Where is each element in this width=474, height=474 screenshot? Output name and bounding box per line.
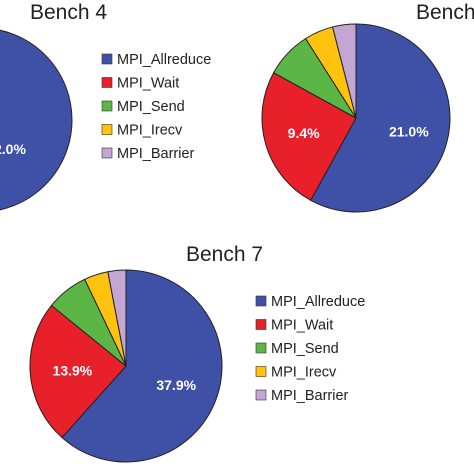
legend-label-mpi-irecv: MPI_Irecv bbox=[271, 365, 337, 381]
legend-label-mpi-send: MPI_Send bbox=[271, 341, 339, 357]
legend-swatch-mpi-allreduce bbox=[101, 53, 113, 65]
legend-swatch-mpi-irecv bbox=[255, 366, 267, 377]
pie-chart: 21.0% 9.4% bbox=[261, 23, 451, 213]
legend-swatch-mpi-send bbox=[255, 342, 267, 354]
legend-swatch-mpi-wait bbox=[101, 77, 113, 88]
legend-label-mpi-allreduce: MPI_Allreduce bbox=[117, 52, 211, 68]
pie-slice-mpi-wait bbox=[261, 72, 357, 202]
legend-swatch-mpi-barrier bbox=[101, 147, 113, 159]
pie-slice-mpi-allreduce bbox=[310, 23, 451, 213]
pie-slice-mpi-wait bbox=[29, 304, 127, 439]
slice-label: 9.4% bbox=[288, 125, 320, 141]
legend-swatch-mpi-send bbox=[101, 100, 113, 112]
legend: MPI_Allreduce MPI_Wait MPI_Send MPI_Irecv MP… bbox=[255, 294, 365, 404]
pie-slice-mpi-barrier bbox=[332, 23, 357, 119]
legend-label-mpi-allreduce: MPI_Allreduce bbox=[271, 294, 365, 310]
legend-label-mpi-send: MPI_Send bbox=[117, 99, 185, 115]
legend-label-mpi-irecv: MPI_Irecv bbox=[117, 123, 183, 139]
legend: MPI_Allreduce MPI_Wait MPI_Send MPI_Irecv MP… bbox=[101, 52, 211, 162]
legend-swatch-mpi-barrier bbox=[255, 389, 267, 401]
pie-slice-mpi-barrier bbox=[107, 269, 127, 367]
legend-swatch-mpi-wait bbox=[255, 319, 267, 330]
chart-title: Bench 4 bbox=[30, 1, 107, 24]
chart-bench-4: Bench 4 2.0% MPI_Allreduce MPI_Wait MPI_Se… bbox=[0, 1, 211, 211]
legend-label-mpi-barrier: MPI_Barrier bbox=[271, 388, 349, 404]
pie-slice-mpi-allreduce bbox=[61, 269, 223, 463]
pie-chart: 37.9% 13.9% bbox=[29, 269, 223, 463]
legend-label-mpi-wait: MPI_Wait bbox=[271, 318, 333, 334]
slice-label: 2.0% bbox=[0, 141, 26, 157]
chart-title: Bench 7 bbox=[186, 243, 263, 266]
legend-label-mpi-wait: MPI_Wait bbox=[117, 76, 179, 92]
chart-title: Bench bbox=[416, 1, 474, 24]
legend-label-mpi-barrier: MPI_Barrier bbox=[117, 146, 195, 162]
slice-label: 37.9% bbox=[156, 377, 196, 393]
slice-label: 13.9% bbox=[53, 362, 93, 378]
legend-swatch-mpi-allreduce bbox=[255, 295, 267, 307]
chart-bench-7: Bench 7 37.9% 13.9% MPI_Allreduce MPI_Wait… bbox=[29, 243, 365, 463]
pie-slice-mpi-allreduce bbox=[0, 29, 73, 211]
chart-bench: Bench 21.0% 9.4% bbox=[261, 1, 474, 213]
slice-label: 21.0% bbox=[389, 124, 429, 140]
pie-chart bbox=[0, 29, 73, 211]
legend-swatch-mpi-irecv bbox=[101, 124, 113, 135]
